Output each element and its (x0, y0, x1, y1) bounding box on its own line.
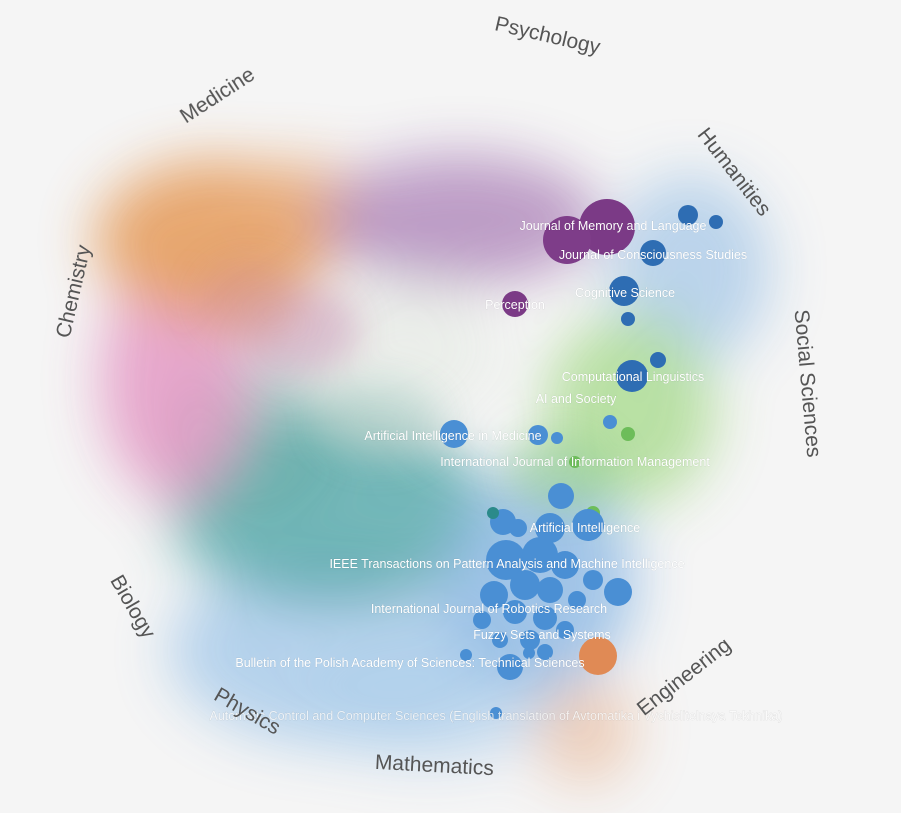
cloud-psychology (320, 155, 600, 285)
field-label-psychology: Psychology (493, 12, 603, 59)
node-ai-society-small[interactable] (603, 415, 617, 429)
node-eng-19[interactable] (520, 630, 540, 650)
cloud-engineering-tail (535, 675, 635, 785)
label-fuzzy-sets-and-systems: Fuzzy Sets and Systems (473, 628, 611, 642)
field-label-chemistry: Chemistry (52, 242, 96, 340)
node-eng-1[interactable] (548, 483, 574, 509)
node-eng-teal[interactable] (487, 507, 499, 519)
cloud-mid-3 (320, 380, 440, 460)
label-ai-in-medicine: Artificial Intelligence in Medicine (364, 429, 541, 443)
label-ieee-pami: IEEE Transactions on Pattern Analysis an… (329, 557, 684, 571)
label-automatic-control-computer-sciences: Automatic Control and Computer Sciences … (210, 709, 783, 723)
node-eng-2[interactable] (572, 509, 604, 541)
node-eng-17[interactable] (473, 611, 491, 629)
node-eng-14[interactable] (568, 591, 586, 609)
field-label-medicine: Medicine (176, 63, 259, 128)
label-artificial-intelligence: Artificial Intelligence (530, 521, 641, 535)
node-eng-5[interactable] (509, 519, 527, 537)
label-intl-journal-robotics-research: International Journal of Robotics Resear… (371, 602, 607, 616)
node-fuzzy-orange[interactable] (579, 637, 617, 675)
node-linguistics-small[interactable] (650, 352, 666, 368)
node-perception[interactable] (502, 291, 528, 317)
label-journal-of-memory-and-language: Journal of Memory and Language (520, 219, 707, 233)
label-cognitive-science: Cognitive Science (575, 286, 675, 300)
field-label-mathematics: Mathematics (374, 751, 494, 780)
cloud-humanities (610, 175, 770, 365)
node-social-green-1[interactable] (621, 427, 635, 441)
node-eng-7[interactable] (522, 537, 558, 573)
node-eng-12[interactable] (604, 578, 632, 606)
cloud-mid-2 (200, 260, 300, 340)
node-eng-15[interactable] (503, 600, 527, 624)
journal-nodes (440, 199, 723, 719)
node-eng-8[interactable] (551, 551, 579, 579)
node-eng-23[interactable] (460, 649, 472, 661)
node-ai-in-medicine[interactable] (440, 420, 468, 448)
node-eng-16[interactable] (533, 606, 557, 630)
journal-labels: Journal of Memory and Language Journal o… (209, 219, 783, 724)
node-journal-of-consciousness-studies[interactable] (640, 240, 666, 266)
label-computational-linguistics: Computational Linguistics (562, 370, 704, 384)
label-journal-of-consciousness-studies: Journal of Consciousness Studies (559, 248, 747, 262)
node-cognitive-small[interactable] (621, 312, 635, 326)
node-eng-13[interactable] (583, 570, 603, 590)
node-social-green-2[interactable] (569, 456, 581, 468)
node-eng-11[interactable] (480, 581, 508, 609)
node-eng-24[interactable] (523, 647, 535, 659)
node-eng-21[interactable] (537, 644, 553, 660)
cloud-mid-4 (505, 430, 615, 510)
field-label-biology: Biology (105, 571, 160, 643)
node-computational-linguistics[interactable] (616, 360, 648, 392)
node-eng-6[interactable] (486, 540, 526, 580)
field-label-social-sciences: Social Sciences (790, 309, 826, 459)
node-eng-22[interactable] (497, 654, 523, 680)
label-perception: Perception (485, 298, 545, 312)
node-eng-25[interactable] (490, 707, 502, 719)
node-eng-20[interactable] (492, 632, 508, 648)
node-humanities-2[interactable] (709, 215, 723, 229)
node-ai-medicine-3[interactable] (551, 432, 563, 444)
node-eng-9[interactable] (510, 570, 540, 600)
label-bulletin-polish-academy: Bulletin of the Polish Academy of Scienc… (235, 656, 584, 670)
field-density-clouds (95, 155, 770, 785)
node-humanities-1[interactable] (678, 205, 698, 225)
node-psychology-secondary[interactable] (543, 216, 591, 264)
label-ai-and-society: AI and Society (536, 392, 617, 406)
field-label-engineering: Engineering (633, 633, 735, 720)
node-journal-of-memory-and-language[interactable] (579, 199, 635, 255)
node-ai-medicine-2[interactable] (528, 425, 548, 445)
label-intl-journal-information-management: International Journal of Information Man… (440, 455, 710, 469)
node-eng-18[interactable] (556, 621, 574, 639)
node-eng-3[interactable] (535, 513, 565, 543)
node-cognitive-science[interactable] (609, 276, 639, 306)
node-eng-10[interactable] (537, 577, 563, 603)
